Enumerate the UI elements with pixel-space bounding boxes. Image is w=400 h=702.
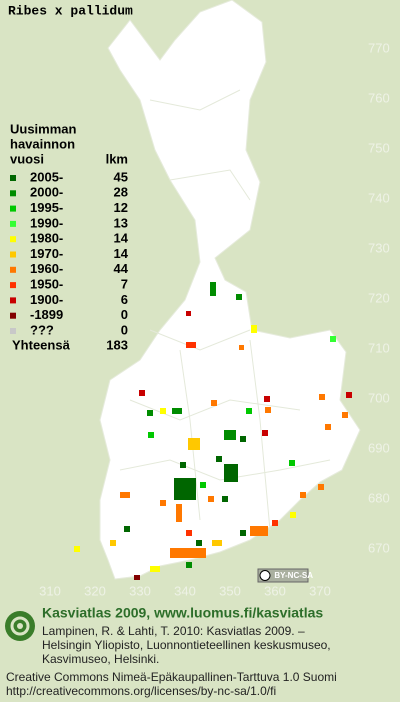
y-tick-label: 670	[368, 540, 390, 555]
citation-line: Kasvimuseo, Helsinki.	[42, 652, 159, 666]
x-tick-label: 330	[129, 583, 151, 598]
legend-heading: Uusimman	[10, 121, 77, 136]
legend-swatch	[10, 190, 16, 197]
legend-count: 0	[121, 307, 128, 322]
x-tick-label: 320	[84, 583, 106, 598]
logo	[5, 611, 35, 641]
legend-label: 1990-	[30, 215, 63, 230]
legend-count: 13	[114, 215, 128, 230]
legend-count: 45	[114, 169, 128, 184]
legend-swatch	[10, 236, 16, 243]
legend-swatch	[10, 251, 16, 258]
license-badge: BY-NC-SA	[257, 568, 313, 583]
legend-count: 7	[121, 277, 128, 292]
legend-label: 1980-	[30, 231, 63, 246]
x-tick-label: 340	[174, 583, 196, 598]
legend-total-label: Yhteensä	[12, 338, 71, 353]
legend-label: 2000-	[30, 185, 63, 200]
y-tick-label: 750	[368, 140, 390, 155]
legend-column-header: lkm	[106, 151, 128, 166]
map-title: Ribes x pallidum	[8, 3, 133, 18]
legend-count: 28	[114, 185, 128, 200]
legend-swatch	[10, 297, 16, 304]
footer-headline: Kasviatlas 2009, www.luomus.fi/kasviatla…	[42, 605, 323, 621]
legend-label: 1950-	[30, 277, 63, 292]
legend-count: 14	[114, 246, 129, 261]
legend-label: 1970-	[30, 246, 63, 261]
y-tick-label: 730	[368, 240, 390, 255]
legend-swatch	[10, 282, 16, 289]
legend-swatch	[10, 205, 16, 212]
legend-label: 2005-	[30, 169, 63, 184]
legend-count: 6	[121, 292, 128, 307]
y-tick-label: 700	[368, 390, 390, 405]
legend-heading: havainnon	[10, 136, 75, 151]
legend-swatch	[10, 175, 16, 181]
x-tick-label: 310	[39, 583, 61, 598]
legend-label: 1960-	[30, 261, 63, 276]
legend-label: ???	[30, 322, 54, 337]
y-tick-label: 710	[368, 340, 390, 355]
legend-total: 183	[106, 338, 128, 353]
x-tick-label: 350	[219, 583, 241, 598]
license-line: http://creativecommons.org/licenses/by-n…	[6, 684, 276, 698]
y-tick-label: 690	[368, 440, 390, 455]
legend-swatch	[10, 266, 16, 273]
legend-swatch	[10, 220, 16, 227]
legend-count: 0	[121, 322, 128, 337]
region-borders	[119, 89, 331, 531]
finland-outline	[99, 0, 361, 580]
legend-label: 1900-	[30, 292, 63, 307]
x-tick-label: 360	[264, 583, 286, 598]
legend-count: 44	[114, 261, 129, 276]
y-tick-label: 680	[368, 490, 390, 505]
legend-count: 14	[114, 231, 129, 246]
legend-column-header: vuosi	[10, 151, 44, 166]
legend-label: 1995-	[30, 200, 63, 215]
y-tick-label: 740	[368, 190, 390, 205]
y-tick-label: 720	[368, 290, 390, 305]
y-tick-label: 770	[368, 40, 390, 55]
legend-count: 12	[114, 200, 128, 215]
legend-label: -1899	[30, 307, 63, 322]
license-badge-text: BY-NC-SA	[274, 571, 313, 580]
y-tick-label: 760	[368, 90, 390, 105]
legend-swatch	[10, 328, 16, 334]
legend-swatch	[10, 312, 16, 319]
citation-line: Lampinen, R. & Lahti, T. 2010: Kasviatla…	[42, 624, 305, 638]
occurrence-squares	[74, 282, 352, 580]
license-line: Creative Commons Nimeä-Epäkaupallinen-Ta…	[6, 670, 337, 684]
citation-line: Helsingin Yliopisto, Luonnontieteellinen…	[42, 638, 331, 652]
x-tick-label: 370	[309, 583, 331, 598]
